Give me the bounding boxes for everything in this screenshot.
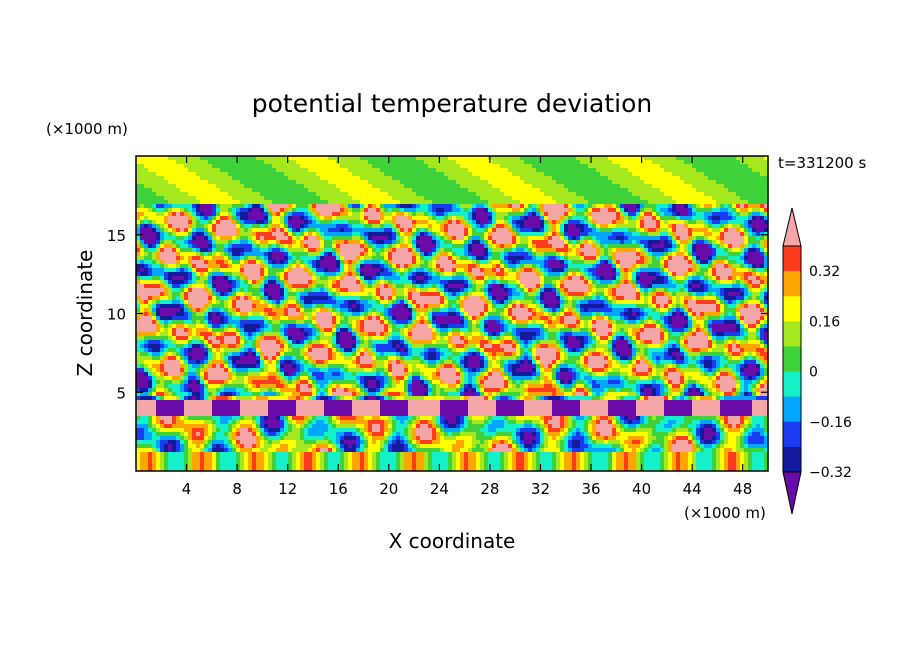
y-unit-label: (×1000 m)	[46, 120, 128, 138]
x-tick-label: 16	[329, 480, 348, 498]
colorbar-swatch	[783, 446, 801, 473]
colorbar-extend-max	[782, 207, 802, 247]
colorbar-swatch	[783, 346, 801, 373]
y-tick-label: 5	[116, 384, 126, 402]
colorbar-tick-label: −0.32	[809, 465, 852, 481]
colorbar-swatch	[783, 421, 801, 448]
x-tick-label: 8	[232, 480, 242, 498]
contour-field	[136, 156, 768, 471]
x-tick-label: 28	[480, 480, 499, 498]
x-axis-title: X coordinate	[389, 529, 516, 553]
x-tick-label: 12	[278, 480, 297, 498]
colorbar-extend-min	[782, 471, 802, 515]
colorbar-swatch	[783, 321, 801, 347]
y-tick-label: 10	[107, 306, 126, 324]
colorbar-tick-label: 0.16	[809, 314, 840, 330]
colorbar-swatch	[783, 246, 801, 272]
x-tick-label: 36	[581, 480, 600, 498]
colorbar-tick-label: 0	[809, 365, 818, 381]
colorbar-swatch	[783, 296, 801, 322]
x-axis: 4 8 12 16 20 24 28 32 36 40 44 48	[182, 156, 752, 498]
colorbar: −0.32 −0.16 0 0.16 0.32	[782, 207, 852, 515]
x-tick-label: 32	[531, 480, 550, 498]
x-tick-label: 24	[430, 480, 449, 498]
colorbar-tick-label: −0.16	[809, 415, 852, 431]
x-tick-label: 44	[683, 480, 702, 498]
x-unit-label: (×1000 m)	[684, 504, 766, 522]
x-tick-label: 20	[379, 480, 398, 498]
colorbar-tick-label: 0.32	[809, 264, 840, 280]
colorbar-swatch	[783, 271, 801, 297]
chart-title: potential temperature deviation	[252, 89, 652, 118]
x-tick-label: 40	[632, 480, 651, 498]
x-tick-label: 48	[733, 480, 752, 498]
time-label: t=331200 s	[778, 154, 866, 172]
y-axis-title: Z coordinate	[73, 250, 97, 377]
colorbar-swatch	[783, 396, 801, 423]
y-axis: 5 10 15	[107, 227, 768, 402]
colorbar-swatch	[783, 371, 801, 398]
y-tick-label: 15	[107, 227, 126, 245]
x-tick-label: 4	[182, 480, 192, 498]
